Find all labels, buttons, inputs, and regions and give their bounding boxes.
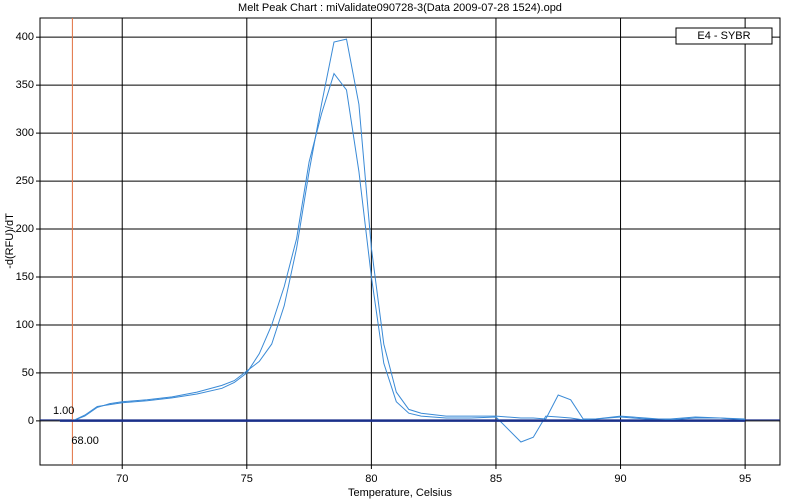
- y-tick-label: 50: [22, 367, 34, 379]
- legend-entry: E4 - SYBR: [697, 30, 750, 42]
- threshold-label: 1.00: [53, 405, 74, 417]
- legend-box: [675, 27, 773, 45]
- plot-frame: [39, 17, 781, 466]
- x-tick-label: 85: [490, 473, 502, 485]
- y-axis-label: -d(RFU)/dT: [4, 213, 16, 269]
- y-tick-label: 100: [16, 319, 34, 331]
- chart-title: Melt Peak Chart : miValidate090728-3(Dat…: [238, 2, 562, 14]
- marker-label: 68.00: [71, 435, 99, 447]
- series-line: [59, 72, 746, 443]
- x-axis-label: Temperature, Celsius: [348, 487, 452, 499]
- x-tick-label: 75: [241, 473, 253, 485]
- x-tick-label: 70: [116, 473, 128, 485]
- y-tick-label: 150: [16, 271, 34, 283]
- y-tick-label: 400: [16, 31, 34, 43]
- x-tick-label: 95: [739, 473, 751, 485]
- y-tick-label: 200: [16, 223, 34, 235]
- y-tick-label: 350: [16, 79, 34, 91]
- y-tick-label: 300: [16, 127, 34, 139]
- x-tick-label: 90: [614, 473, 626, 485]
- x-tick-label: 80: [365, 473, 377, 485]
- series-line: [59, 38, 746, 422]
- y-tick-label: 250: [16, 175, 34, 187]
- y-tick-label: 0: [28, 415, 34, 427]
